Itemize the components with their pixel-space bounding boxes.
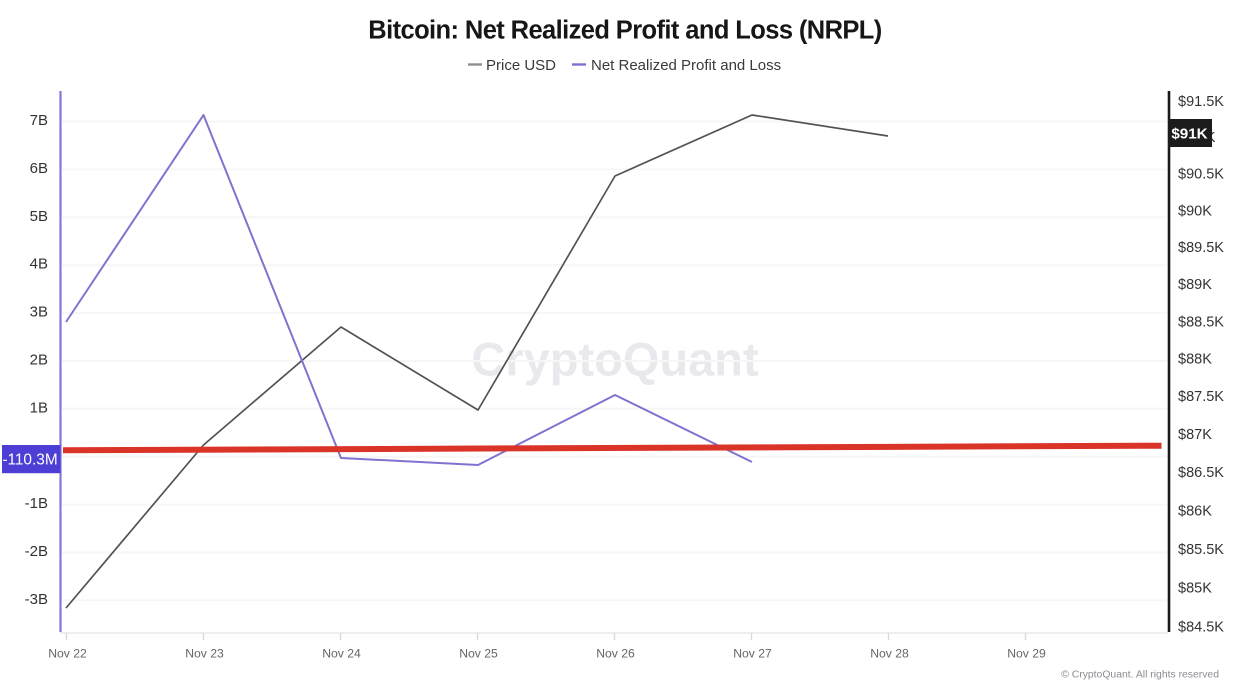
svg-text:7B: 7B	[30, 112, 48, 129]
svg-text:Price USD: Price USD	[486, 57, 556, 74]
svg-text:6B: 6B	[30, 160, 48, 177]
svg-text:4B: 4B	[30, 256, 48, 273]
svg-text:$91.5K: $91.5K	[1178, 94, 1224, 110]
svg-text:$90.5K: $90.5K	[1178, 167, 1224, 183]
svg-text:CryptoQuant: CryptoQuant	[471, 333, 759, 386]
svg-text:$89.5K: $89.5K	[1178, 240, 1224, 256]
svg-text:$87.5K: $87.5K	[1178, 389, 1224, 405]
svg-text:-3B: -3B	[25, 591, 48, 608]
svg-text:Bitcoin: Net Realized Profit a: Bitcoin: Net Realized Profit and Loss (N…	[368, 17, 881, 45]
svg-text:$84.5K: $84.5K	[1178, 619, 1224, 635]
svg-text:Nov 28: Nov 28	[870, 647, 909, 661]
svg-text:-2B: -2B	[25, 543, 48, 560]
svg-text:$86.5K: $86.5K	[1178, 465, 1224, 481]
svg-text:$85K: $85K	[1178, 581, 1212, 597]
svg-text:Nov 23: Nov 23	[185, 647, 224, 661]
svg-text:$88.5K: $88.5K	[1178, 314, 1224, 330]
svg-text:1B: 1B	[30, 399, 48, 416]
svg-text:© CryptoQuant. All rights rese: © CryptoQuant. All rights reserved	[1061, 670, 1219, 681]
svg-text:5B: 5B	[30, 208, 48, 225]
svg-text:Nov 22: Nov 22	[48, 647, 87, 661]
svg-text:Nov 25: Nov 25	[459, 647, 498, 661]
svg-text:Net Realized Profit and Loss: Net Realized Profit and Loss	[591, 57, 781, 74]
svg-text:$87K: $87K	[1178, 427, 1212, 443]
svg-text:3B: 3B	[30, 304, 48, 321]
svg-text:$88K: $88K	[1178, 352, 1212, 368]
svg-text:$89K: $89K	[1178, 277, 1212, 293]
svg-text:2B: 2B	[30, 352, 48, 369]
svg-text:-110.3M: -110.3M	[2, 452, 57, 469]
svg-text:-1B: -1B	[25, 495, 48, 512]
svg-text:$90K: $90K	[1178, 203, 1212, 219]
svg-text:$86K: $86K	[1178, 503, 1212, 519]
svg-text:Nov 27: Nov 27	[733, 647, 772, 661]
svg-text:$91K: $91K	[1171, 125, 1207, 142]
svg-text:Nov 29: Nov 29	[1007, 647, 1046, 661]
svg-text:$85.5K: $85.5K	[1178, 542, 1224, 558]
svg-text:Nov 24: Nov 24	[322, 647, 361, 661]
svg-text:Nov 26: Nov 26	[596, 647, 635, 661]
